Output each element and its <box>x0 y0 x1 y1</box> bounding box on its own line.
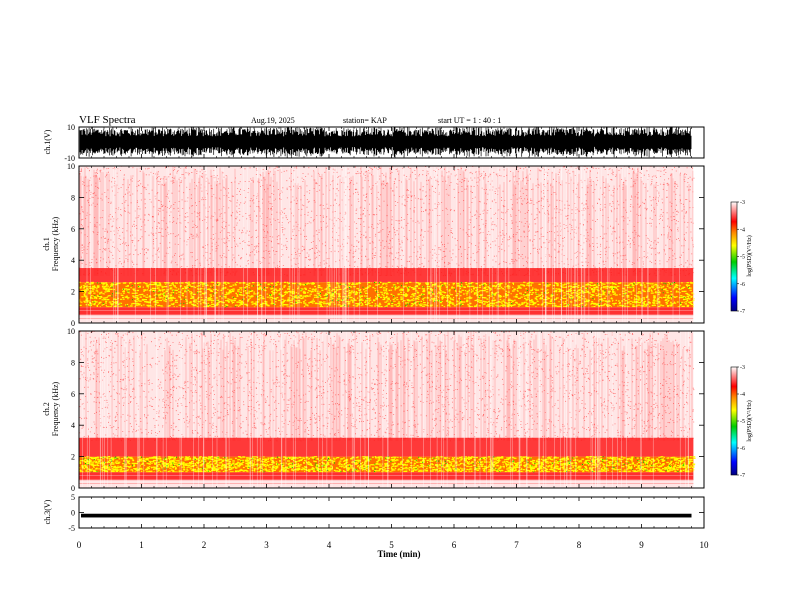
y-tick-label: 10 <box>67 327 75 336</box>
y-tick-label: 2 <box>71 453 75 462</box>
ch2-colorbar: -3 -4 -5 -6 -7 <box>730 365 745 479</box>
colorbar-tick-label: -5 <box>740 255 745 261</box>
y-tick-label: 5 <box>71 493 75 502</box>
x-tick-label: 4 <box>327 540 332 550</box>
y-tick-label: 4 <box>71 421 75 430</box>
y-tick-label: 6 <box>71 390 75 399</box>
date-label: Aug.19, 2025 <box>251 116 295 125</box>
time-axis: 0 1 2 3 4 5 6 7 8 9 10 <box>77 540 709 550</box>
x-tick-label: 3 <box>264 540 269 550</box>
x-tick-label: 2 <box>202 540 207 550</box>
y-tick-label: 6 <box>71 225 75 234</box>
colorbar-tick-label: -5 <box>740 419 745 425</box>
y-tick-label: -5 <box>68 524 75 533</box>
y-tick-label: 8 <box>71 193 75 202</box>
spectrogram-band-low <box>79 472 694 481</box>
y-tick-label: 0 <box>71 509 75 518</box>
colorbar-gradient <box>731 202 737 311</box>
spectrogram-gaps <box>86 166 694 323</box>
spectrogram-band-low <box>79 307 694 316</box>
colorbar-tick-label: -6 <box>740 446 745 452</box>
y-tick-label: 0 <box>71 319 75 328</box>
colorbar-tick-label: -6 <box>740 282 745 288</box>
spectrogram-band-red <box>79 268 694 283</box>
start-ut-label: start UT = 1 : 40 : 1 <box>438 116 501 125</box>
spectrogram-band-red <box>79 437 694 457</box>
ch1-waveform-ylabel: ch.1(V) <box>43 129 52 154</box>
y-tick-label: 10 <box>67 162 75 171</box>
ch1-waveform-trace <box>79 127 692 158</box>
ch3-waveform-panel: 5 0 -5 <box>68 493 705 533</box>
ch1-spectrogram-panel: 0 2 4 6 8 10 <box>67 162 705 328</box>
ch1-waveform-panel: 10 -10 <box>64 123 705 163</box>
colorbar-gradient <box>731 367 737 475</box>
x-tick-label: 5 <box>389 540 394 550</box>
ch1-spectrogram-ylabel-freq: Frequency (kHz) <box>51 216 60 271</box>
colorbar-tick-label: -4 <box>740 392 745 398</box>
ch1-spectrogram-ylabel-ch: ch.1 <box>42 237 51 251</box>
ch2-spectrogram-panel: 0 2 4 6 8 10 <box>67 327 705 493</box>
x-tick-label: 6 <box>452 540 457 550</box>
x-tick-label: 9 <box>639 540 644 550</box>
y-tick-label: 2 <box>71 288 75 297</box>
x-tick-label: 8 <box>577 540 582 550</box>
spectrogram-band-yellow <box>79 281 695 308</box>
y-tick-label: 0 <box>71 484 75 493</box>
colorbar-tick-label: -4 <box>740 227 745 233</box>
y-tick-label: -10 <box>64 154 75 163</box>
station-label: station= KAP <box>343 116 387 125</box>
y-tick-label: 10 <box>67 123 75 132</box>
x-tick-label: 0 <box>77 540 82 550</box>
colorbar-tick-label: -7 <box>740 309 745 315</box>
colorbar-tick-label: -7 <box>740 473 745 479</box>
ch2-colorbar-label: log(PSD)(V²/Hz) <box>746 400 753 441</box>
ch3-waveform-frame <box>78 496 705 529</box>
spectrogram-high-freq-streaks <box>85 331 693 441</box>
colorbar-tick-label: -3 <box>740 200 745 206</box>
x-axis-label: Time (min) <box>377 549 420 559</box>
ch2-spectrogram-ylabel-freq: Frequency (kHz) <box>51 381 60 436</box>
ch1-colorbar-label: log(PSD)(V²/Hz) <box>746 235 753 276</box>
colorbar-tick-label: -3 <box>740 365 745 371</box>
ch1-colorbar: -3 -4 -5 -6 -7 <box>730 200 745 315</box>
x-tick-label: 10 <box>700 540 710 550</box>
y-tick-label: 8 <box>71 358 75 367</box>
ch3-waveform-ylabel: ch.3(V) <box>43 499 52 524</box>
ch2-spectrogram-ylabel-ch: ch.2 <box>42 402 51 416</box>
spectrogram-high-freq-streaks <box>79 166 694 276</box>
ch3-waveform-trace <box>81 513 692 518</box>
figure-title: VLF Spectra <box>79 114 136 126</box>
x-tick-label: 7 <box>514 540 519 550</box>
y-tick-label: 4 <box>71 256 75 265</box>
x-tick-label: 1 <box>139 540 144 550</box>
